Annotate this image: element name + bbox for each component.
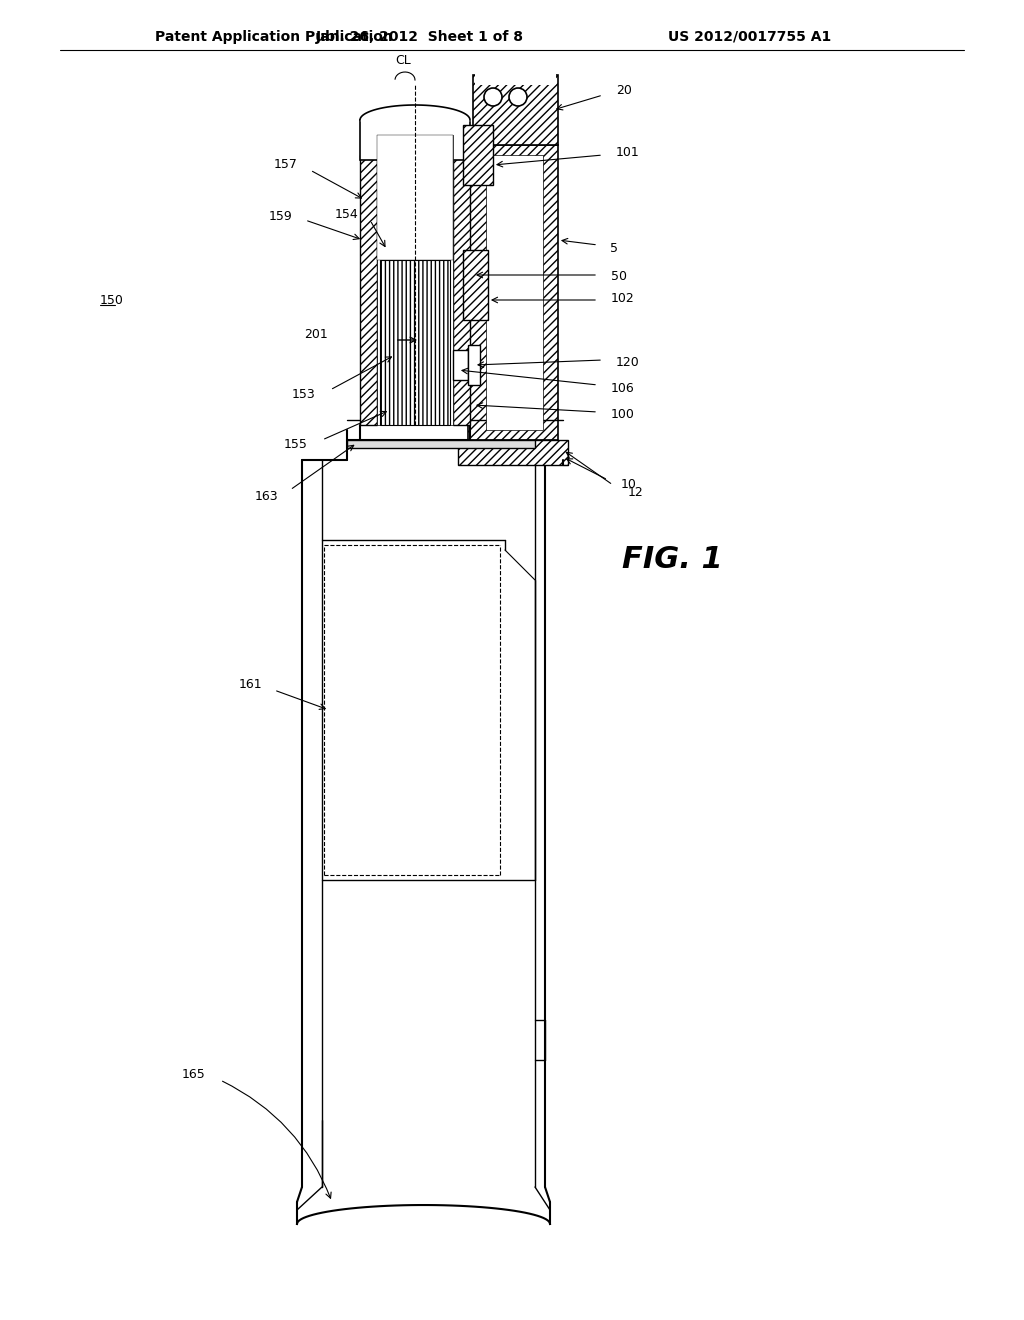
- Bar: [486, 154, 543, 430]
- Polygon shape: [458, 440, 568, 465]
- Text: 5: 5: [610, 242, 618, 255]
- Bar: [468, 345, 480, 385]
- Circle shape: [509, 88, 527, 106]
- Text: 10: 10: [621, 479, 637, 491]
- Text: 153: 153: [291, 388, 315, 401]
- Text: 12: 12: [628, 486, 644, 499]
- Circle shape: [484, 88, 502, 106]
- Bar: [377, 135, 453, 260]
- Polygon shape: [473, 75, 558, 145]
- Bar: [475, 73, 556, 84]
- Bar: [463, 249, 488, 319]
- Text: FIG. 1: FIG. 1: [622, 545, 722, 574]
- Polygon shape: [468, 145, 558, 440]
- Bar: [380, 260, 450, 425]
- Text: US 2012/0017755 A1: US 2012/0017755 A1: [669, 30, 831, 44]
- Bar: [463, 125, 493, 185]
- Text: 163: 163: [254, 491, 278, 503]
- Text: 161: 161: [239, 678, 262, 692]
- Text: 106: 106: [611, 381, 635, 395]
- Text: 165: 165: [181, 1068, 205, 1081]
- Text: Jan. 26, 2012  Sheet 1 of 8: Jan. 26, 2012 Sheet 1 of 8: [316, 30, 524, 44]
- Text: 101: 101: [616, 145, 640, 158]
- Text: 102: 102: [611, 292, 635, 305]
- Text: 154: 154: [334, 209, 358, 222]
- Polygon shape: [453, 154, 470, 425]
- Text: 201: 201: [304, 327, 328, 341]
- Polygon shape: [360, 154, 377, 425]
- Text: 155: 155: [284, 438, 308, 451]
- Bar: [360, 120, 470, 160]
- Text: 159: 159: [268, 210, 292, 223]
- Text: 50: 50: [611, 271, 627, 284]
- Text: 150: 150: [100, 293, 124, 306]
- Bar: [377, 135, 453, 425]
- Text: 157: 157: [274, 158, 298, 172]
- Bar: [347, 440, 535, 447]
- Text: CL: CL: [395, 54, 411, 66]
- Text: 120: 120: [616, 355, 640, 368]
- Bar: [453, 350, 468, 380]
- Text: 100: 100: [611, 408, 635, 421]
- Text: 20: 20: [616, 84, 632, 98]
- Text: Patent Application Publication: Patent Application Publication: [155, 30, 393, 44]
